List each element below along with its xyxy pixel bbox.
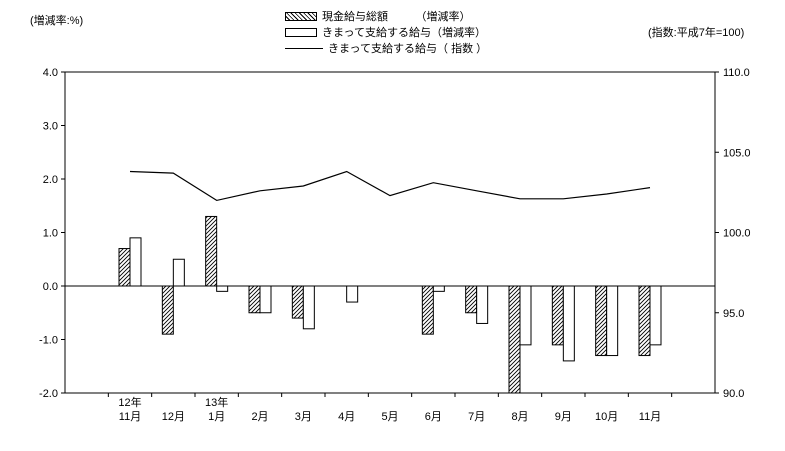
- bar-hatched-2月: [248, 285, 261, 314]
- left-axis-tick-label: 4.0: [43, 67, 58, 79]
- bar-white-9月: [562, 285, 575, 362]
- x-axis-month-label: 5月: [381, 411, 398, 423]
- x-axis-month-label: 9月: [555, 411, 572, 423]
- x-axis-month-label: 2月: [251, 411, 268, 423]
- bar-hatched-11月: [638, 285, 651, 357]
- white-bar-swatch-icon: [285, 27, 317, 37]
- x-axis-month-label: 11月: [639, 411, 661, 423]
- bar-hatched-6月: [421, 285, 434, 335]
- right-axis-tick-label: 95.0: [723, 308, 744, 320]
- x-axis-month-label: 11月: [119, 411, 141, 423]
- legend-label: きまって支給する給与（ 指数 ）: [328, 43, 488, 55]
- x-axis-month-label: 4月: [338, 411, 355, 423]
- right-axis-tick-label: 100.0: [723, 228, 751, 240]
- bar-white-2月: [259, 285, 272, 314]
- bar-white-12月: [172, 258, 185, 287]
- bar-hatched-12月: [161, 285, 174, 335]
- x-axis-month-label: 3月: [295, 411, 312, 423]
- x-axis-month-label: 6月: [425, 411, 442, 423]
- bar-hatched-10月: [595, 285, 608, 357]
- right-axis-tick-label: 105.0: [723, 147, 751, 159]
- x-axis-year-label: 13年: [205, 395, 228, 409]
- bar-white-1月: [216, 285, 229, 292]
- bar-hatched-11月: [118, 248, 131, 287]
- legend-item-cash-total: 現金給与総額 （増減率）: [285, 8, 487, 24]
- left-axis-tick-label: 1.0: [43, 228, 58, 240]
- bar-white-8月: [519, 285, 532, 346]
- bar-hatched-9月: [551, 285, 564, 346]
- legend-label: 現金給与総額 （増減率）: [322, 11, 471, 23]
- legend-item-regular-pay-index: きまって支給する給与（ 指数 ）: [285, 40, 487, 56]
- right-axis-tick-label: 90.0: [723, 388, 744, 400]
- x-axis-month-label: 12月: [162, 411, 185, 423]
- left-axis-tick-label: 2.0: [43, 174, 58, 186]
- bar-hatched-1月: [205, 215, 218, 287]
- x-axis-year-label: 12年: [118, 395, 141, 409]
- bar-white-6月: [432, 285, 445, 292]
- index-line: [129, 170, 651, 202]
- right-axis-tick-label: 110.0: [723, 67, 750, 79]
- bar-white-4月: [346, 285, 359, 303]
- bar-white-7月: [476, 285, 489, 324]
- hatched-bar-swatch-icon: [285, 11, 317, 21]
- bar-hatched-8月: [508, 285, 521, 394]
- left-axis-tick-label: -1.0: [39, 335, 58, 347]
- bar-hatched-7月: [465, 285, 478, 314]
- left-axis-tick-label: -2.0: [39, 388, 58, 400]
- legend-item-regular-pay-rate: きまって支給する給与（増減率）: [285, 24, 487, 40]
- x-axis-month-label: 8月: [511, 411, 528, 423]
- x-axis-month-label: 7月: [468, 411, 485, 423]
- right-axis-unit-label: (指数:平成7年=100): [648, 27, 745, 39]
- left-axis-tick-label: 3.0: [43, 121, 58, 133]
- legend: 現金給与総額 （増減率） きまって支給する給与（増減率） きまって支給する給与（…: [285, 8, 487, 56]
- legend-label: きまって支給する給与（増減率）: [322, 27, 487, 39]
- left-axis-tick-label: 0.0: [43, 281, 58, 293]
- x-axis-month-label: 1月: [208, 411, 225, 423]
- line-swatch-icon: [285, 47, 323, 49]
- left-axis-unit-label: (増減率:%): [30, 15, 84, 27]
- bar-white-3月: [302, 285, 315, 330]
- x-axis-month-label: 10月: [595, 411, 618, 423]
- bar-white-11月: [649, 285, 662, 346]
- bar-white-10月: [606, 285, 619, 357]
- bar-hatched-3月: [291, 285, 304, 319]
- bar-white-11月: [129, 237, 142, 287]
